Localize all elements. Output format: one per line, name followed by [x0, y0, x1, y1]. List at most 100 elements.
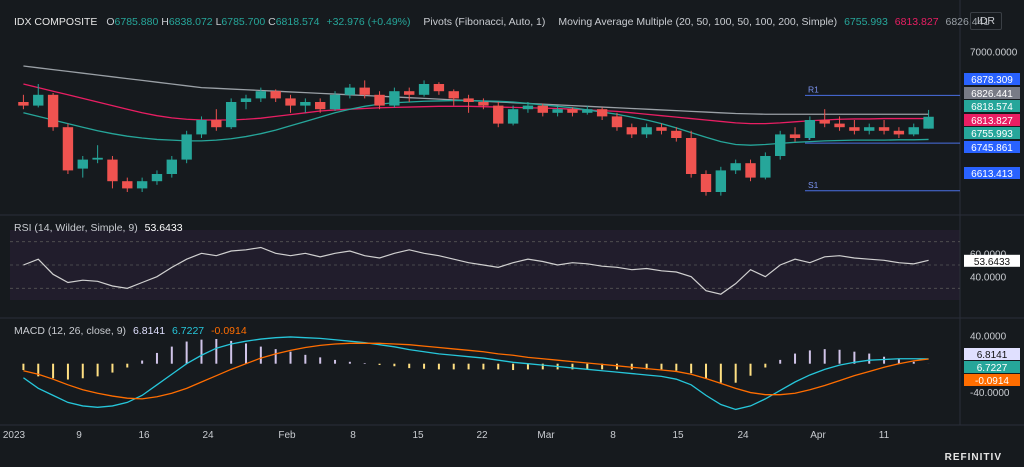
macd-line [23, 336, 929, 411]
candle-body [626, 127, 637, 135]
pivot-label-s1: S1 [808, 180, 819, 190]
macd-signal-line [23, 342, 929, 400]
macd-value-label: 6.7227 [977, 363, 1008, 374]
candle-body [33, 94, 44, 106]
macd-value-label: -0.0914 [975, 376, 1009, 387]
price-tag-label: 6826.441 [971, 89, 1013, 100]
x-axis-label: 11 [879, 430, 890, 441]
ma-indicator-label[interactable]: Moving Average Multiple (20, 50, 100, 50… [558, 16, 838, 28]
macd-value-label: 6.8141 [977, 350, 1008, 361]
candle-body [344, 87, 356, 95]
high-value: 6838.072 [168, 16, 213, 28]
macd-title[interactable]: MACD (12, 26, close, 9) [14, 325, 127, 337]
candle-body [641, 127, 652, 135]
symbol-name[interactable]: IDX COMPOSITE [14, 16, 98, 28]
candle-body [255, 91, 267, 99]
price-tag [964, 73, 1020, 85]
candle-body [122, 181, 133, 189]
ma-value-2: 6813.827 [894, 16, 939, 28]
candle-body [463, 98, 474, 102]
x-axis-label: Apr [810, 430, 826, 441]
macd-tick-hi: 40.0000 [970, 332, 1007, 343]
macd-legend-hist: -0.0914 [211, 325, 247, 337]
candle-body [92, 157, 103, 160]
candle-body [671, 130, 682, 138]
pivot-label-r1: R1 [808, 84, 819, 94]
candle-body [77, 159, 88, 169]
candle-body [136, 181, 148, 189]
brand-logo: REFINITIV [944, 452, 1002, 463]
price-tag-label: 6613.413 [971, 169, 1013, 180]
candle-body [47, 94, 59, 128]
candle-body [611, 116, 623, 128]
candle-body [18, 102, 29, 106]
x-axis-label: Mar [537, 430, 555, 441]
candle-body [270, 91, 281, 99]
candle-body [804, 120, 816, 138]
candle-body [181, 134, 192, 160]
rsi-line [23, 246, 929, 295]
candle-body [315, 102, 326, 110]
price-tag-label: 6818.574 [971, 102, 1013, 113]
candle-body [522, 105, 534, 110]
x-axis-label: 24 [202, 430, 214, 441]
candle-body [789, 134, 801, 138]
candle-body [552, 109, 563, 113]
macd-tick-lo: -40.0000 [970, 388, 1010, 399]
macd-value-tag [964, 348, 1020, 360]
price-tag-label: 6878.309 [971, 75, 1013, 86]
candle-body [700, 174, 712, 192]
candle-body [834, 123, 845, 128]
ma-mid-line [23, 83, 929, 125]
candle-body [715, 170, 727, 192]
candle-body [596, 109, 608, 117]
x-axis-label: 2023 [3, 430, 26, 441]
open-value: 6785.880 [114, 16, 159, 28]
candle-body [923, 116, 934, 129]
candle-body [819, 120, 830, 124]
candle-body [685, 138, 697, 174]
candle-body [849, 127, 860, 131]
candle-body [300, 102, 311, 106]
candle-body [878, 127, 890, 131]
close-value: 6818.574 [275, 16, 320, 28]
candle-body [567, 109, 578, 113]
candle-body [329, 94, 341, 110]
candle-body [389, 91, 400, 106]
candle-body [760, 156, 771, 178]
candle-body [582, 109, 593, 113]
price-tag [964, 167, 1020, 179]
rsi-value-tag [964, 254, 1020, 267]
candle-body [240, 98, 252, 102]
candle-body [285, 98, 296, 106]
price-tag [964, 114, 1020, 126]
candle-body [908, 127, 919, 135]
price-tag [964, 127, 1020, 139]
x-axis-label: 15 [672, 430, 684, 441]
candle-body [196, 120, 207, 135]
rsi-value-label: 53.6433 [974, 257, 1011, 268]
low-value: 6785.700 [221, 16, 266, 28]
macd-legend-signal: 6.7227 [172, 325, 205, 337]
rsi-legend: RSI (14, Wilder, Simple, 9) 53.6433 [14, 222, 183, 234]
candle-body [864, 127, 875, 131]
macd-legend-macd: 6.8141 [132, 325, 166, 337]
price-tag [964, 141, 1020, 153]
ma-value-3: 6826.441 [945, 16, 990, 28]
candle-body [448, 91, 459, 99]
pivots-indicator-label[interactable]: Pivots (Fibonacci, Auto, 1) [423, 16, 546, 28]
candle-body [493, 105, 504, 124]
candle-body [478, 102, 489, 106]
rsi-title[interactable]: RSI (14, Wilder, Simple, 9) [14, 222, 138, 234]
candle-body [418, 84, 430, 95]
candle-body [151, 174, 163, 182]
x-axis-label: 8 [610, 430, 616, 441]
x-axis-label: 9 [76, 430, 82, 441]
currency-button[interactable]: IDR [969, 12, 1002, 30]
price-tag-label: 6813.827 [971, 116, 1013, 127]
candle-body [433, 84, 445, 92]
macd-value-tag [964, 374, 1020, 386]
price-tag-label: 6745.861 [971, 143, 1013, 154]
price-tick-7000: 7000.0000 [970, 48, 1018, 59]
